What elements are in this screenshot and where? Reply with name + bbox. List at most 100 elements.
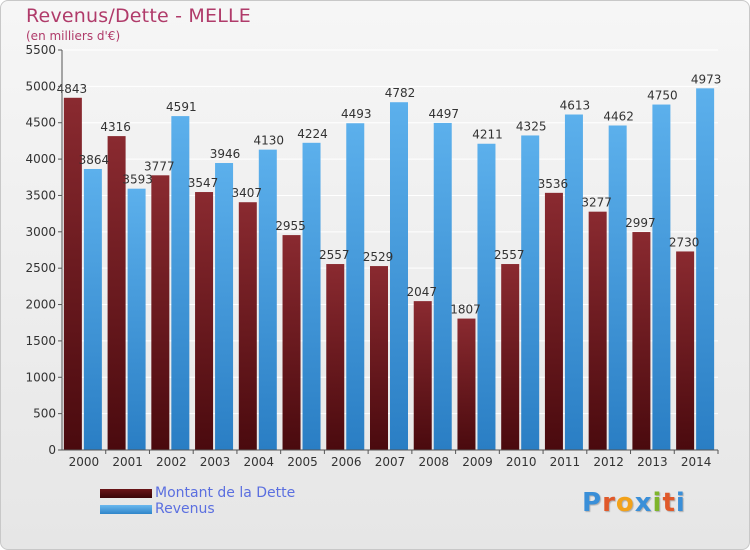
x-tick-label: 2008 (418, 455, 449, 469)
bar-debt (151, 175, 170, 451)
data-label-revenue: 4224 (297, 127, 328, 141)
bar-revenue (564, 114, 583, 450)
data-label-revenue: 4325 (516, 119, 547, 133)
bar-debt (107, 136, 126, 451)
legend: Montant de la Dette Revenus (100, 485, 360, 518)
bar-revenue (171, 116, 190, 450)
x-tick-label: 2006 (331, 455, 362, 469)
legend-item-revenue: Revenus (100, 501, 360, 518)
bar-debt (195, 192, 214, 450)
proxiti-logo: Proxiti (582, 488, 686, 518)
x-tick-label: 2002 (156, 455, 187, 469)
bar-debt (326, 264, 345, 450)
logo-letter: i (675, 488, 686, 518)
bar-revenue (652, 104, 671, 450)
x-tick-label: 2009 (462, 455, 493, 469)
bar-debt (676, 251, 695, 450)
legend-swatch-debt (100, 489, 152, 498)
data-label-revenue: 4613 (560, 99, 591, 113)
logo-letter: i (652, 488, 663, 518)
x-tick-label: 2004 (244, 455, 275, 469)
y-tick-label: 3000 (25, 225, 56, 239)
bar-revenue (258, 149, 277, 451)
y-tick-label: 500 (33, 407, 56, 421)
bar-revenue (302, 142, 321, 451)
bar-revenue (215, 163, 234, 450)
data-label-revenue: 3864 (79, 153, 110, 167)
logo-letter: r (602, 488, 616, 518)
data-label-debt: 4843 (57, 82, 88, 96)
x-tick-label: 2010 (506, 455, 537, 469)
legend-label-revenue: Revenus (155, 501, 215, 517)
bar-debt (238, 202, 257, 450)
x-tick-label: 2012 (593, 455, 624, 469)
bar-revenue (83, 168, 102, 450)
data-label-debt: 2730 (669, 235, 700, 249)
x-tick-label: 2014 (681, 455, 712, 469)
chart-subtitle: (en milliers d'€) (26, 29, 121, 43)
data-label-debt: 2557 (319, 248, 350, 262)
bar-debt (63, 97, 82, 451)
legend-item-debt: Montant de la Dette (100, 485, 360, 502)
data-label-revenue: 4782 (385, 86, 416, 100)
bar-debt (588, 211, 607, 450)
bar-revenue (521, 135, 540, 451)
data-label-debt: 2955 (275, 219, 306, 233)
data-label-revenue: 4591 (166, 100, 197, 114)
data-label-debt: 3547 (188, 176, 219, 190)
bar-debt (282, 235, 301, 450)
data-label-debt: 2997 (625, 216, 656, 230)
bar-revenue (390, 102, 408, 450)
data-label-debt: 2047 (406, 285, 437, 299)
data-label-revenue: 4750 (647, 89, 678, 103)
chart-title: Revenus/Dette - MELLE (26, 5, 251, 27)
data-label-debt: 3777 (144, 159, 175, 173)
data-label-revenue: 4462 (603, 109, 634, 123)
data-label-debt: 3277 (581, 196, 612, 210)
data-label-revenue: 4493 (341, 107, 372, 121)
legend-swatch-revenue (100, 505, 152, 514)
y-tick-label: 0 (48, 443, 56, 457)
data-label-debt: 2557 (494, 248, 525, 262)
bar-debt (632, 232, 651, 450)
bar-revenue (608, 125, 627, 450)
data-label-revenue: 3593 (122, 173, 153, 187)
data-label-debt: 3536 (538, 177, 569, 191)
y-tick-label: 2000 (25, 298, 56, 312)
y-tick-label: 5000 (25, 79, 56, 93)
bar-debt (370, 266, 388, 450)
data-label-debt: 4316 (100, 120, 131, 134)
y-tick-label: 3500 (25, 188, 56, 202)
x-tick-label: 2001 (112, 455, 143, 469)
x-tick-label: 2011 (550, 455, 581, 469)
y-tick-label: 5500 (25, 43, 56, 57)
bar-revenue (433, 122, 452, 450)
bar-revenue (696, 88, 715, 450)
logo-letter: o (615, 488, 635, 518)
data-label-debt: 2529 (363, 250, 394, 264)
data-label-revenue: 4211 (472, 128, 503, 142)
logo-letter: t (662, 488, 676, 518)
logo-letter: x (634, 488, 653, 518)
logo-letter: P (582, 488, 603, 518)
data-label-revenue: 4973 (691, 72, 722, 86)
bar-debt (457, 318, 476, 450)
data-label-debt: 3407 (232, 186, 263, 200)
x-tick-label: 2005 (287, 455, 318, 469)
x-tick-label: 2013 (637, 455, 668, 469)
x-tick-label: 2000 (69, 455, 100, 469)
x-tick-label: 2007 (375, 455, 406, 469)
bar-revenue (477, 143, 496, 450)
y-tick-label: 2500 (25, 261, 56, 275)
y-tick-label: 4500 (25, 116, 56, 130)
data-label-revenue: 4497 (428, 107, 459, 121)
x-tick-label: 2003 (200, 455, 231, 469)
legend-label-debt: Montant de la Dette (155, 485, 296, 501)
y-tick-label: 4000 (25, 152, 56, 166)
data-label-debt: 1807 (450, 303, 481, 317)
bar-debt (413, 301, 432, 450)
y-tick-label: 1500 (25, 334, 56, 348)
data-label-revenue: 3946 (210, 147, 241, 161)
bar-debt (501, 264, 520, 450)
